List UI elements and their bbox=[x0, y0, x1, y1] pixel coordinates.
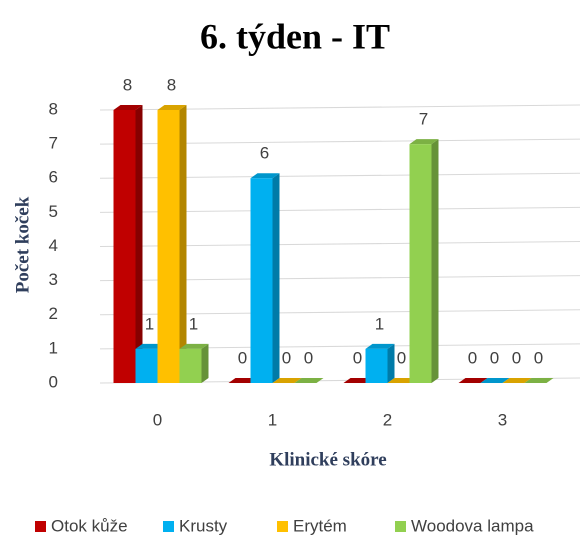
bar-front bbox=[179, 348, 202, 383]
y-tick-label: 5 bbox=[49, 202, 58, 221]
y-tick-label: 4 bbox=[49, 236, 58, 255]
data-label: 0 bbox=[468, 348, 477, 367]
data-label: 0 bbox=[512, 348, 521, 367]
data-label: 1 bbox=[145, 314, 154, 333]
bar-side bbox=[179, 105, 187, 383]
bar-front bbox=[250, 178, 273, 383]
y-tick-label: 6 bbox=[49, 168, 58, 187]
bar bbox=[157, 105, 187, 383]
data-label: 7 bbox=[419, 110, 428, 129]
bar-side bbox=[387, 343, 395, 383]
x-tick-label: 0 bbox=[153, 410, 162, 429]
bar-top bbox=[228, 378, 258, 383]
legend-label: Woodova lampa bbox=[411, 516, 534, 535]
bar-front bbox=[135, 348, 158, 383]
bar-top bbox=[294, 378, 324, 383]
data-label: 0 bbox=[397, 348, 406, 367]
bar bbox=[113, 105, 143, 383]
bar bbox=[179, 343, 209, 383]
legend-swatch bbox=[35, 521, 46, 532]
bar-top bbox=[480, 378, 510, 383]
data-label: 0 bbox=[534, 348, 543, 367]
legend-label: Otok kůže bbox=[51, 516, 128, 535]
bar-front bbox=[409, 144, 432, 383]
bar bbox=[480, 378, 510, 384]
bar bbox=[228, 378, 258, 384]
legend-label: Erytém bbox=[293, 516, 347, 535]
bar-front bbox=[157, 110, 180, 383]
data-label: 1 bbox=[189, 314, 198, 333]
bar-top bbox=[458, 378, 488, 383]
bar bbox=[524, 378, 554, 384]
bar-side bbox=[272, 173, 280, 383]
x-tick-label: 2 bbox=[383, 410, 392, 429]
bar-front bbox=[113, 110, 136, 383]
bar-side bbox=[431, 139, 439, 383]
bar bbox=[343, 378, 373, 384]
y-tick-label: 7 bbox=[49, 134, 58, 153]
y-axis-label: Počet koček bbox=[12, 196, 33, 293]
bar-top bbox=[409, 139, 439, 145]
x-tick-label: 1 bbox=[268, 410, 277, 429]
x-axis-label: Klinické skóre bbox=[269, 449, 386, 470]
data-label: 0 bbox=[304, 348, 313, 367]
bar-top bbox=[250, 173, 280, 179]
y-tick-label: 2 bbox=[49, 304, 58, 323]
bar-top bbox=[365, 343, 395, 349]
bar-top bbox=[179, 343, 209, 349]
legend-swatch bbox=[163, 521, 174, 532]
bar bbox=[250, 173, 280, 383]
bar bbox=[294, 378, 324, 384]
legend-swatch bbox=[395, 521, 406, 532]
bar-front bbox=[365, 348, 388, 383]
bar-top bbox=[157, 105, 187, 110]
data-label: 0 bbox=[490, 348, 499, 367]
bar-top bbox=[524, 378, 554, 383]
y-tick-label: 0 bbox=[49, 372, 58, 391]
y-tick-label: 8 bbox=[49, 99, 58, 118]
data-label: 1 bbox=[375, 314, 384, 333]
data-label: 0 bbox=[353, 348, 362, 367]
legend-label: Krusty bbox=[179, 516, 228, 535]
bar bbox=[409, 139, 439, 383]
bar-side bbox=[201, 343, 209, 383]
data-label: 8 bbox=[123, 75, 132, 94]
bar bbox=[458, 378, 488, 384]
bar-side bbox=[135, 105, 143, 383]
x-tick-label: 3 bbox=[498, 410, 507, 429]
bar bbox=[365, 343, 395, 383]
bar bbox=[502, 378, 532, 384]
bar bbox=[387, 378, 417, 384]
bar-top bbox=[343, 378, 373, 383]
data-label: 0 bbox=[238, 348, 247, 367]
bar-top bbox=[387, 378, 417, 383]
chart-title: 6. týden - IT bbox=[200, 16, 390, 56]
bar bbox=[272, 378, 302, 384]
bar-top bbox=[502, 378, 532, 383]
bar-top bbox=[113, 105, 143, 110]
bar-top bbox=[135, 343, 165, 349]
bar-top bbox=[272, 378, 302, 383]
data-label: 6 bbox=[260, 144, 269, 163]
y-tick-label: 3 bbox=[49, 270, 58, 289]
data-label: 8 bbox=[167, 75, 176, 94]
data-label: 0 bbox=[282, 348, 291, 367]
y-tick-label: 1 bbox=[49, 338, 58, 357]
legend-swatch bbox=[277, 521, 288, 532]
